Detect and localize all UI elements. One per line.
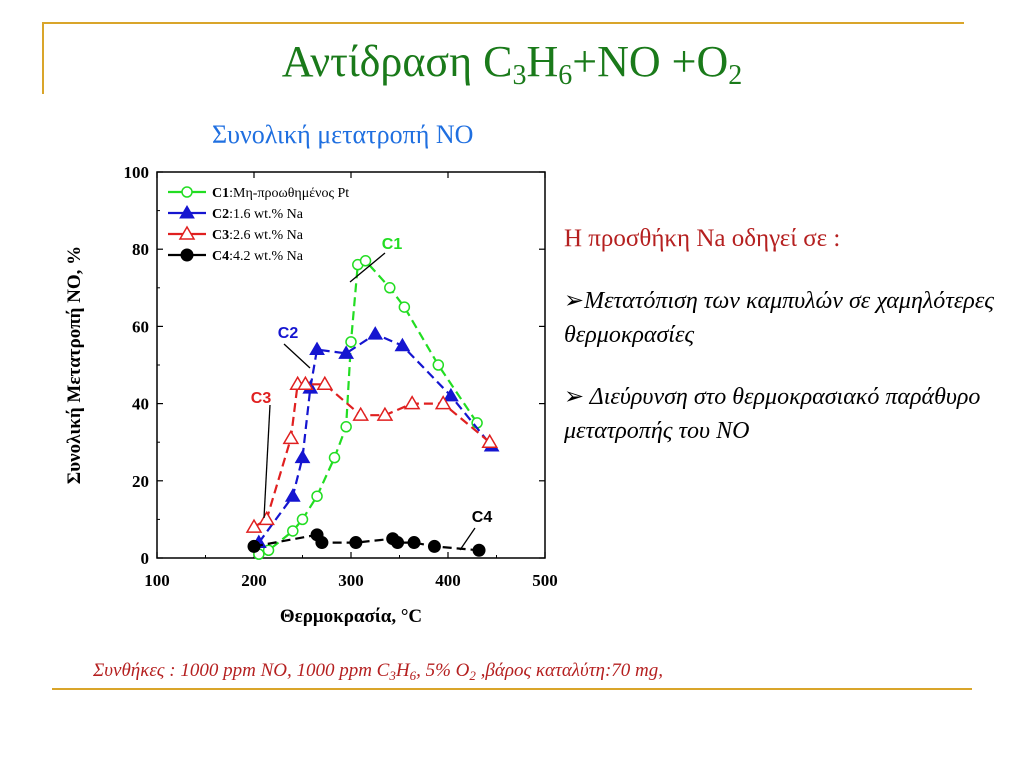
x-tick-label: 100	[144, 571, 170, 590]
callout-label-c2: C2	[278, 325, 299, 342]
bullet-arrow-icon: ➢	[564, 384, 585, 410]
legend-marker-c1	[181, 186, 193, 198]
data-point-c2	[338, 345, 355, 359]
x-tick-label: 400	[435, 571, 461, 590]
data-point-c4	[407, 536, 421, 550]
data-point-c1	[296, 513, 309, 526]
data-point-c1	[345, 336, 357, 348]
legend-label-c2: C2:1.6 wt.% Na	[212, 207, 304, 222]
data-point-c3	[282, 429, 300, 445]
data-point-c3	[434, 395, 452, 410]
data-point-c1	[340, 421, 352, 433]
y-axis-label: Συνολική Μετατροπή NO, %	[64, 246, 85, 484]
y-tick-label: 100	[124, 163, 150, 182]
legend-label-c4: C4:4.2 wt.% Na	[212, 249, 304, 264]
callout-leader-c4	[459, 527, 476, 551]
series-line-c3	[253, 383, 491, 529]
y-tick-label: 40	[132, 395, 149, 414]
finding-window-broadening: ➢ Διεύρυνση στο θερμοκρασιακό παράθυρο μ…	[564, 384, 981, 444]
series-line-c4	[253, 533, 480, 552]
data-point-c1	[311, 490, 323, 502]
x-axis-label: Θερμοκρασία, °C	[280, 606, 422, 627]
legend-label-c3: C3:2.6 wt.% Na	[212, 228, 304, 243]
data-point-c1	[398, 301, 411, 313]
experimental-conditions: Συνθήκες : 1000 ppm NO, 1000 ppm C3H6, 5…	[93, 660, 664, 683]
data-point-c4	[427, 539, 441, 553]
y-tick-label: 20	[132, 472, 149, 491]
data-point-c1	[384, 282, 396, 294]
series-c4	[247, 528, 486, 557]
data-point-c4	[472, 543, 486, 557]
callout-label-c4: C4	[472, 509, 493, 526]
callout-label-c3: C3	[251, 390, 272, 407]
chart-legend: C1:Μη-προωθημένος Pt C2:1.6 wt.% Na C3:2.6…	[168, 186, 349, 264]
callout-leader-c3	[263, 404, 271, 519]
data-point-c1	[359, 255, 372, 267]
finding-shift-curves: ➢Μετατόπιση των καμπυλών σε χαμηλότερες …	[564, 288, 995, 348]
legend-marker-c3	[178, 225, 196, 240]
x-tick-label: 200	[241, 571, 267, 590]
callout-leader-c2	[283, 343, 311, 369]
x-tick-label: 500	[532, 571, 558, 590]
data-point-c3	[352, 406, 370, 421]
data-point-c3	[316, 375, 334, 391]
data-point-c3	[376, 406, 394, 421]
series-line-c2	[258, 332, 493, 544]
data-point-c4	[349, 536, 363, 550]
y-tick-label: 80	[132, 240, 149, 259]
series-c1	[253, 255, 483, 560]
series-c3	[245, 375, 499, 533]
data-point-c2	[294, 449, 311, 464]
y-tick-label: 60	[132, 317, 149, 336]
slide-title: Αντίδραση C3H6+NO +O2	[281, 37, 743, 91]
data-point-c3	[258, 510, 275, 526]
frame-bottom-line	[52, 688, 972, 690]
callout-label-c1: C1	[382, 236, 403, 253]
data-point-c2	[367, 326, 384, 340]
data-point-c2	[284, 488, 301, 502]
data-point-c1	[287, 525, 299, 537]
chart-subtitle: Συνολική μετατροπή NO	[212, 120, 474, 149]
frame-top-line	[42, 22, 964, 24]
data-point-c4	[247, 539, 261, 553]
data-point-c2	[443, 387, 459, 402]
bullet-arrow-icon: ➢	[564, 288, 585, 314]
data-point-c3	[297, 375, 314, 391]
y-tick-label: 0	[141, 549, 150, 568]
data-point-c3	[403, 395, 421, 410]
callout-leader-c1	[349, 252, 386, 283]
data-point-c2	[394, 337, 411, 352]
legend-label-c1: C1:Μη-προωθημένος Pt	[212, 186, 349, 201]
data-point-c4	[315, 536, 329, 550]
findings-heading: Η προσθήκη Na οδηγεί σε :	[564, 225, 841, 252]
frame-left-line	[42, 22, 44, 94]
data-point-c2	[309, 341, 325, 356]
data-point-c3	[245, 518, 263, 533]
legend-marker-c4	[180, 248, 194, 262]
data-point-c1	[328, 451, 341, 464]
data-point-c3	[481, 433, 499, 448]
data-point-c1	[432, 359, 445, 371]
data-point-c4	[391, 536, 405, 550]
legend-marker-c2	[179, 205, 195, 219]
x-tick-label: 300	[338, 571, 364, 590]
